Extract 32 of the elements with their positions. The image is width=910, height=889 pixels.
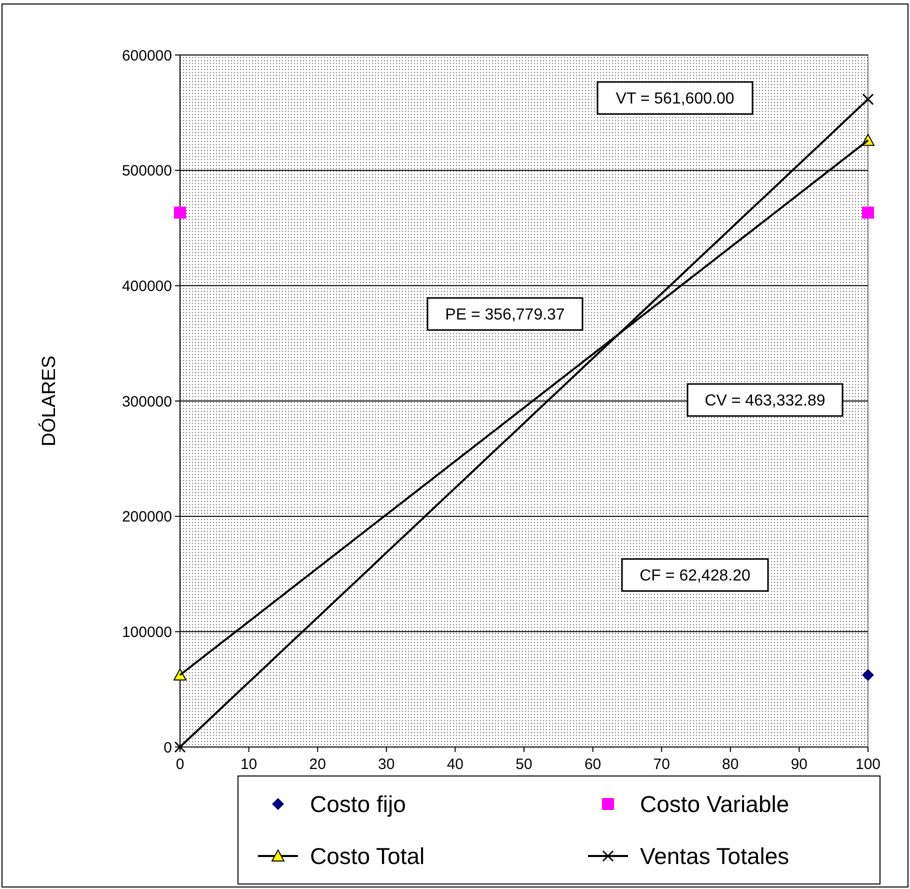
- annotation: CV = 463,332.89: [704, 392, 826, 410]
- x-tick-label: 50: [516, 756, 532, 773]
- legend-label: Costo Variable: [640, 791, 790, 818]
- x-tick-label: 60: [584, 756, 602, 773]
- y-axis-title: DÓLARES: [38, 356, 60, 446]
- y-tick-label: 200000: [122, 508, 172, 526]
- x-tick-label: 0: [176, 756, 184, 773]
- annotation: CF = 62,428.20: [640, 568, 750, 585]
- y-tick-label: 500000: [122, 162, 172, 180]
- legend-label: Costo fijo: [310, 791, 406, 818]
- y-tick-label: 600000: [122, 47, 172, 64]
- annotation: VT = 561,600.00: [616, 90, 734, 108]
- y-tick-label: 300000: [122, 393, 172, 410]
- x-tick-label: 20: [309, 756, 326, 773]
- point: [862, 94, 874, 106]
- x-tick-label: 100: [855, 756, 881, 773]
- point: [174, 206, 186, 219]
- point: [862, 669, 874, 681]
- x-tick-label: 10: [240, 756, 258, 773]
- y-tick-label: 100000: [122, 624, 172, 641]
- point: [862, 206, 874, 219]
- x-tick-label: 70: [653, 756, 670, 773]
- x-tick-label: 40: [446, 756, 464, 773]
- legend-label: Ventas Totales: [640, 843, 790, 870]
- x-tick-label: 90: [790, 756, 808, 773]
- x-tick-label: 80: [722, 756, 739, 773]
- y-tick-label: 0: [164, 739, 172, 756]
- annotation: PE = 356,779.37: [445, 306, 565, 324]
- x-tick-label: 30: [378, 756, 395, 773]
- legend-label: Costo Total: [310, 843, 425, 870]
- y-tick-label: 400000: [122, 278, 172, 295]
- point: [174, 741, 186, 753]
